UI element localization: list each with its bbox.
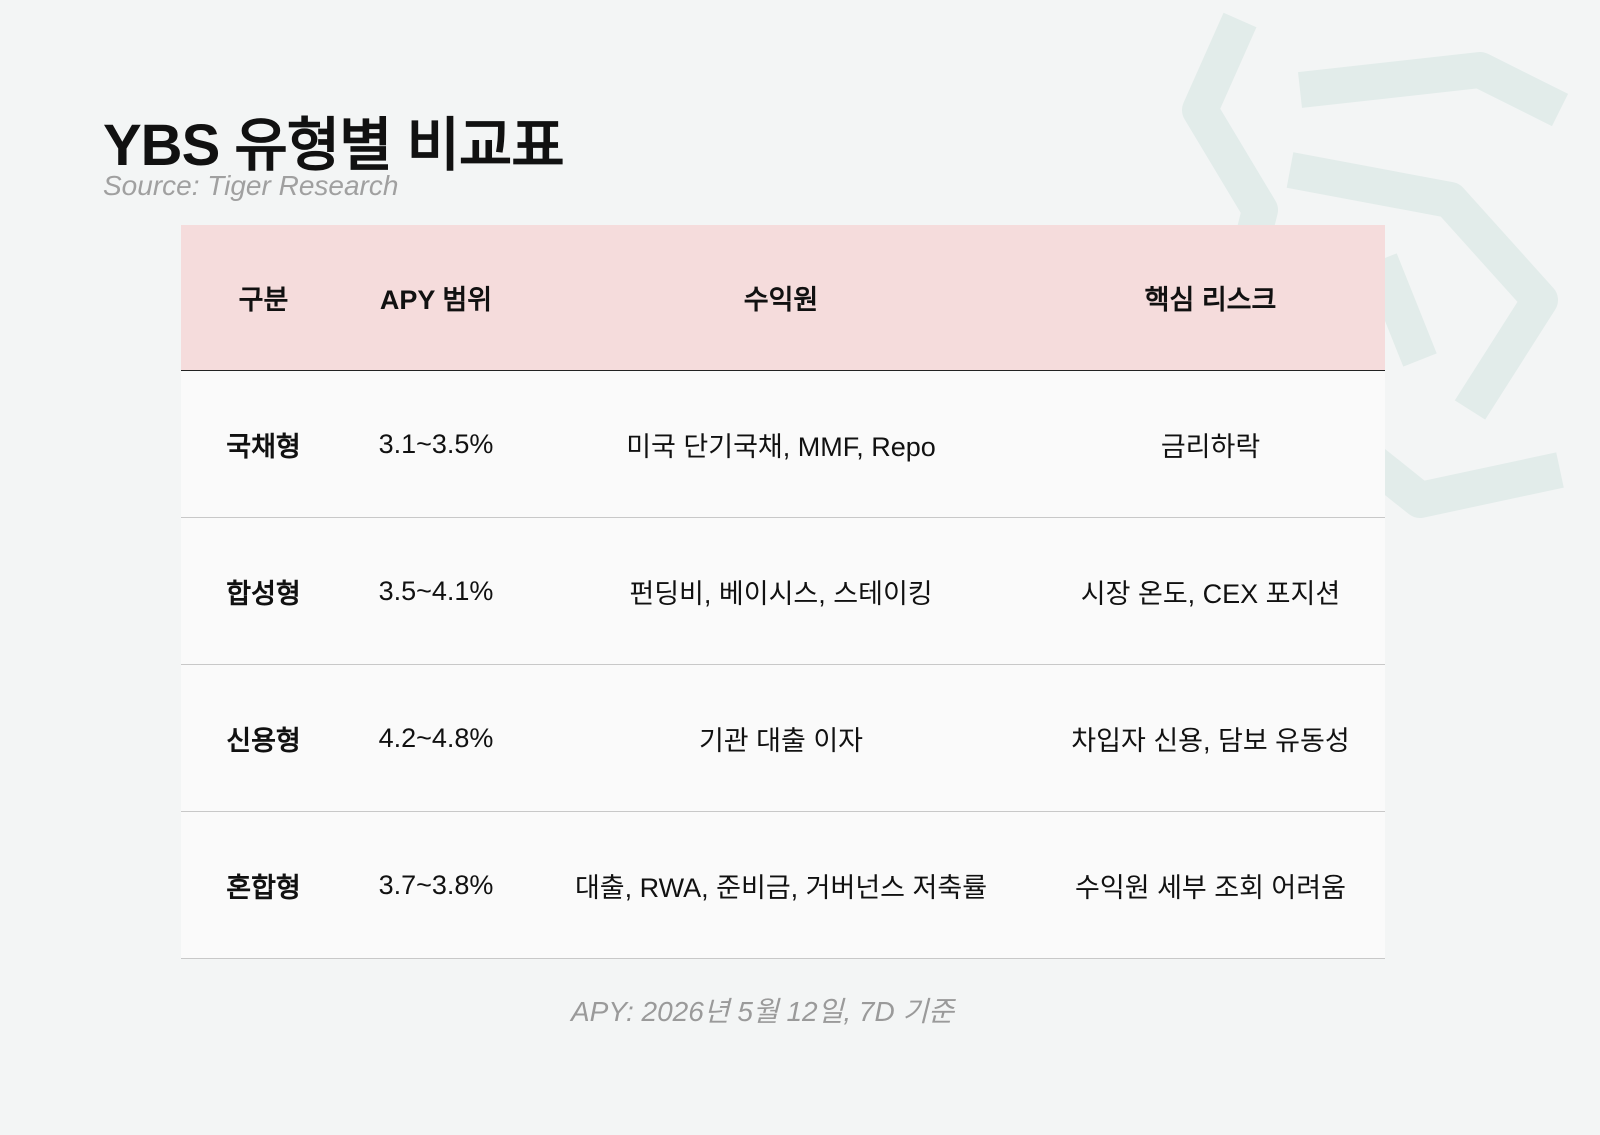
column-header: 핵심 리스크	[1144, 285, 1277, 315]
footnote: APY: 2026년 5월 12일, 7D 기준	[570, 996, 955, 1027]
table-cell: 4.2~4.8%	[378, 722, 494, 753]
table-cell: 미국 단기국채, MMF, Repo	[626, 431, 936, 462]
table-row: 합성형 3.5~4.1% 펀딩비, 베이시스, 스테이킹 시장 온도, CEX 포지션	[181, 518, 1385, 665]
table: 구분 APY 범위 수익원 핵심 리스크 국채형 3.1~3.5% 미국 단기국채,…	[181, 225, 1385, 959]
table-cell: 금리하락	[1160, 431, 1261, 462]
table-cell: 시장 온도, CEX 포지션	[1080, 578, 1341, 609]
table-cell: 기관 대출 이자	[698, 725, 864, 756]
table-cell: 대출, RWA, 준비금, 거버넌스 저축률	[574, 872, 988, 903]
column-header: 구분	[238, 285, 289, 315]
header-row: 구분 APY 범위 수익원 핵심 리스크	[181, 225, 1385, 371]
table-cell: 국채형	[226, 431, 301, 462]
column-header: APY 범위	[379, 285, 493, 315]
table-cell: 3.7~3.8%	[378, 869, 494, 900]
table-row: 혼합형 3.7~3.8% 대출, RWA, 준비금, 거버넌스 저축률 수익원 세부 …	[181, 812, 1385, 959]
source: Source: Tiger Research	[103, 170, 399, 201]
table-cell: 신용형	[226, 725, 301, 756]
column-header: 수익원	[743, 285, 819, 315]
table-cell: 수익원 세부 조회 어려움	[1075, 872, 1346, 903]
table-cell: 합성형	[226, 578, 301, 609]
table-cell: 3.1~3.5%	[378, 428, 494, 459]
table-cell: 차입자 신용, 담보 유동성	[1071, 725, 1350, 756]
title: YBS 유형별 비교표	[103, 113, 565, 178]
table-cell: 3.5~4.1%	[378, 575, 494, 606]
table-row: 신용형 4.2~4.8% 기관 대출 이자 차입자 신용, 담보 유동성	[181, 665, 1385, 812]
table-row: 국채형 3.1~3.5% 미국 단기국채, MMF, Repo 금리하락	[181, 371, 1385, 518]
table-cell: 혼합형	[226, 872, 301, 903]
table-cell: 펀딩비, 베이시스, 스테이킹	[629, 578, 933, 609]
